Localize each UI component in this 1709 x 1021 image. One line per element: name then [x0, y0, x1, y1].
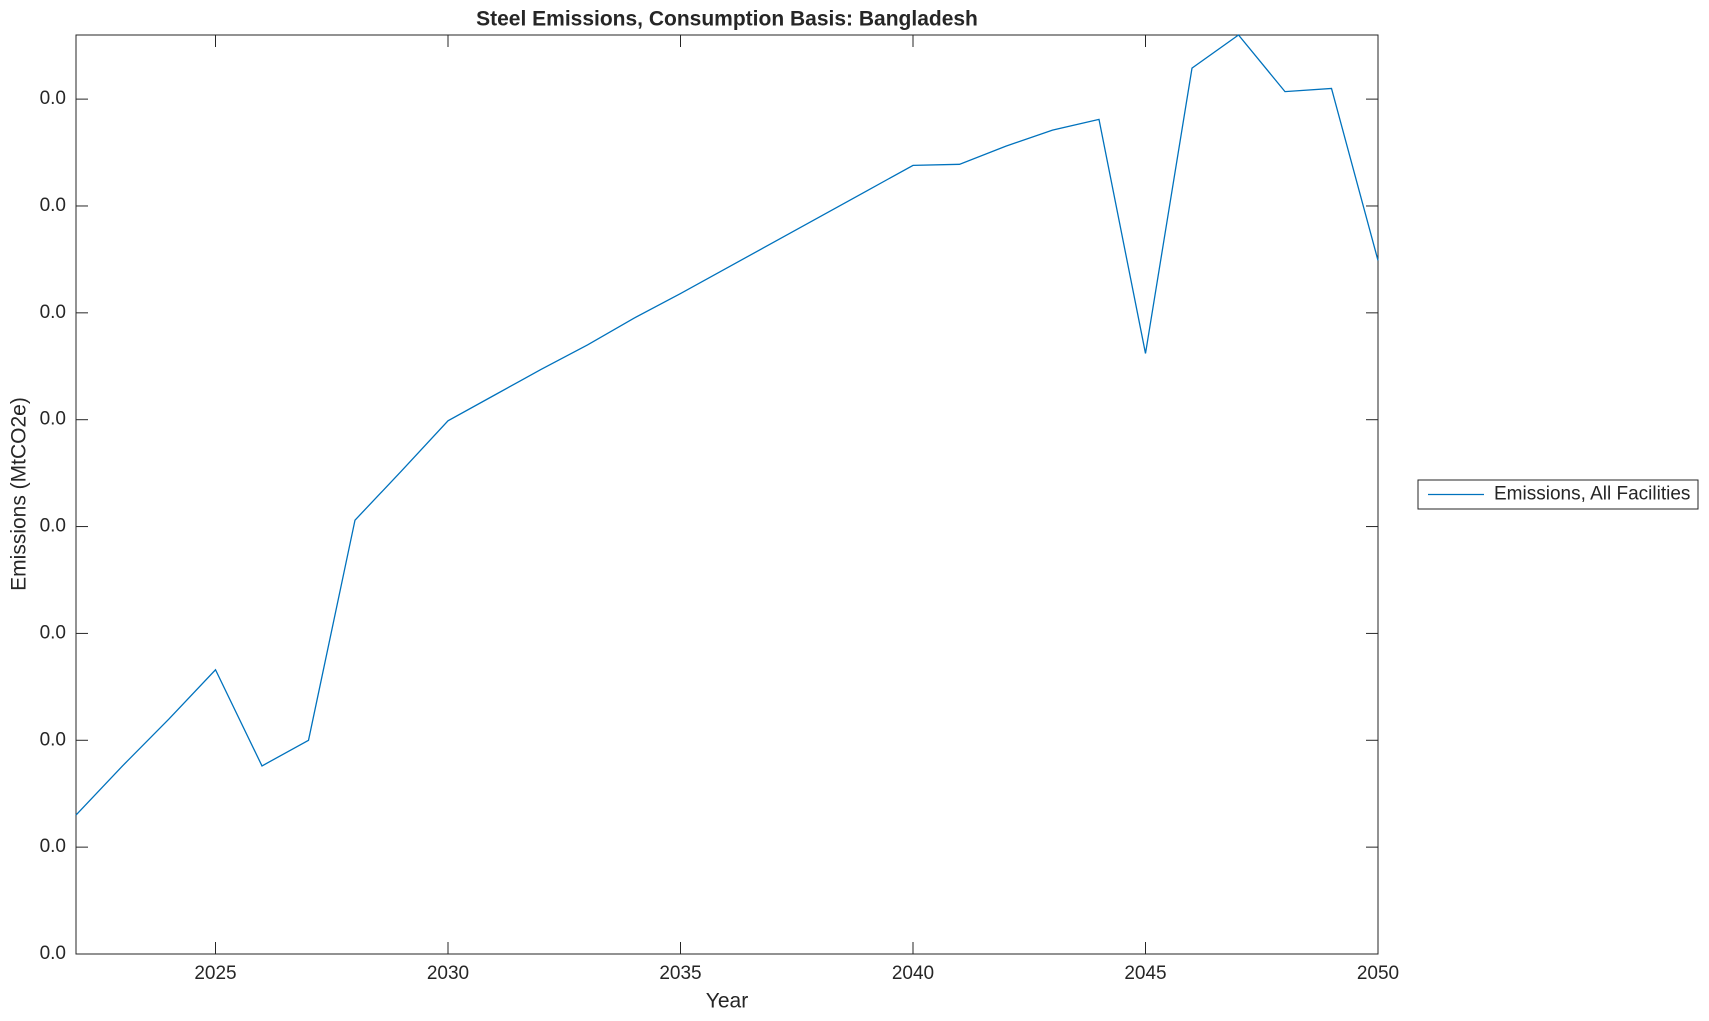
x-tick-label: 2025	[194, 963, 236, 984]
chart-title: Steel Emissions, Consumption Basis: Bang…	[476, 8, 978, 31]
y-tick-label: 0.0	[40, 729, 66, 750]
y-axis-label: Emissions (MtCO2e)	[8, 397, 31, 591]
x-tick-label: 2030	[427, 963, 469, 984]
legend-label: Emissions, All Facilities	[1494, 484, 1690, 505]
plot-frame	[75, 34, 1379, 955]
y-tick-label: 0.0	[40, 195, 66, 216]
x-tick-label: 2050	[1357, 963, 1399, 984]
x-tick-label: 2045	[1124, 963, 1166, 984]
y-tick-label: 0.0	[40, 302, 66, 323]
x-tick-label: 2040	[892, 963, 934, 984]
y-tick-label: 0.0	[40, 516, 66, 537]
x-axis-label: Year	[706, 990, 748, 1013]
data-line	[75, 34, 1379, 816]
x-tick-label: 2035	[659, 963, 701, 984]
y-tick-label: 0.0	[40, 88, 66, 109]
y-tick-label: 0.0	[40, 943, 66, 964]
y-tick-label: 0.0	[40, 409, 66, 430]
y-tick-label: 0.0	[40, 622, 66, 643]
y-tick-label: 0.0	[40, 836, 66, 857]
